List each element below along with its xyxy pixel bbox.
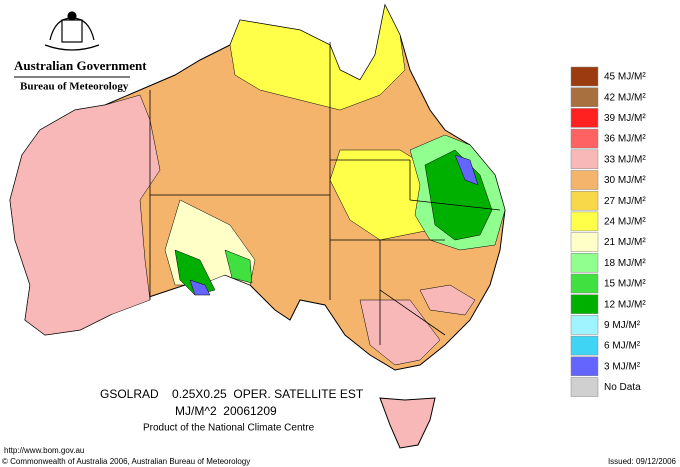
caption-line: GSOLRAD 0.25X0.25 OPER. SATELLITE EST <box>100 387 364 401</box>
tasmania <box>379 397 436 449</box>
caption-line: Product of the National Climate Centre <box>143 423 315 434</box>
region <box>419 284 476 316</box>
legend-swatch <box>570 273 599 294</box>
legend-swatch <box>570 356 599 377</box>
legend-swatch <box>570 211 599 232</box>
legend-label: 24 MJ/M² <box>604 217 646 228</box>
legend-label: 21 MJ/M² <box>604 237 646 248</box>
legend-label: 42 MJ/M² <box>604 92 646 103</box>
region <box>454 154 479 186</box>
issued: Issued: 09/12/2006 <box>608 457 677 466</box>
legend-swatch <box>570 108 599 128</box>
copyright: © Commonwealth of Australia 2006, Austra… <box>2 457 250 466</box>
legend-label: No Data <box>604 382 641 393</box>
legend-label: 9 MJ/M² <box>604 320 641 331</box>
legend-swatch <box>570 377 599 397</box>
legend-swatch <box>570 253 599 273</box>
state-border <box>409 199 501 211</box>
legend-swatch <box>570 128 599 149</box>
map <box>9 3 506 449</box>
legend: 45 MJ/M² 42 MJ/M² 39 MJ/M² 36 MJ/M² 33 MJ/M²… <box>570 66 646 397</box>
legend-swatch <box>570 87 599 107</box>
bureau: Bureau of Meteorology <box>20 81 129 93</box>
crest <box>44 11 100 51</box>
legend-swatch <box>570 190 599 211</box>
legend-swatch <box>570 170 599 190</box>
legend-swatch <box>570 66 599 87</box>
caption-line: MJ/M^2 20061209 <box>175 404 277 418</box>
legend-label: 6 MJ/M² <box>604 341 641 352</box>
legend-swatch <box>570 232 599 252</box>
region <box>9 94 161 336</box>
legend-swatch <box>570 335 599 356</box>
region <box>189 279 211 296</box>
url: http://www.bom.gov.au <box>4 446 84 455</box>
region <box>229 4 406 111</box>
legend-label: 12 MJ/M² <box>604 299 646 310</box>
government: Australian Government <box>14 58 147 73</box>
legend-label: 45 MJ/M² <box>604 72 646 83</box>
legend-swatch <box>570 315 599 335</box>
legend-label: 36 MJ/M² <box>604 134 646 145</box>
legend-swatch <box>570 294 599 314</box>
legend-label: 33 MJ/M² <box>604 154 646 165</box>
legend-label: 18 MJ/M² <box>604 258 646 269</box>
legend-label: 3 MJ/M² <box>604 361 641 372</box>
legend-swatch <box>570 149 599 170</box>
region <box>224 249 253 284</box>
legend-label: 39 MJ/M² <box>604 113 646 124</box>
region <box>329 149 441 241</box>
legend-label: 27 MJ/M² <box>604 196 646 207</box>
legend-label: 30 MJ/M² <box>604 175 646 186</box>
legend-label: 15 MJ/M² <box>604 279 646 290</box>
state-border <box>379 289 446 336</box>
